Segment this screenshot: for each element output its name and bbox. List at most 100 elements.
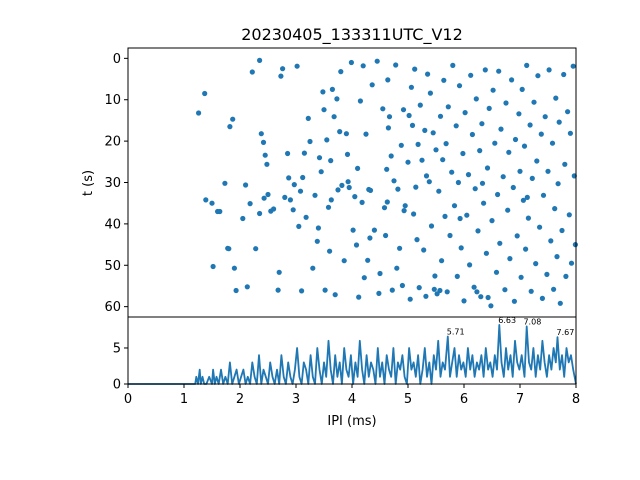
scatter-point [488,303,494,309]
scatter-point [290,207,296,213]
scatter-point [450,62,456,68]
scatter-point [371,227,377,233]
scatter-point [503,100,509,106]
scatter-point [568,260,575,266]
scatter-point [202,90,208,97]
scatter-point [388,153,394,159]
scatter-point [383,232,389,239]
scatter-point [415,141,421,147]
scatter-point [562,161,568,167]
scatter-point [257,57,263,64]
scatter-point [203,197,209,203]
scatter-point [570,63,576,69]
scatter-point [453,123,459,129]
scatter-point [244,284,250,290]
scatter-point [500,174,506,180]
scatter-point [312,192,318,198]
scatter-point [441,77,447,83]
scatter-point [397,245,403,251]
scatter-point [539,295,546,301]
scatter-point [458,245,464,251]
scatter-point [310,265,316,271]
scatter-point [518,274,524,280]
scatter-point [553,95,559,101]
scatter-point [335,187,341,193]
scatter-point [314,238,320,244]
scatter-y-tick-label: 60 [104,300,121,315]
scatter-point [566,212,572,218]
scatter-point [384,199,390,205]
scatter-point [320,89,326,95]
scatter-point [533,261,539,267]
scatter-point [389,287,395,293]
scatter-point [328,197,334,203]
histogram-x-tick-label: 4 [348,392,356,407]
scatter-point [316,155,323,161]
scatter-point [509,77,515,83]
scatter-point [542,114,548,120]
scatter-point [227,124,233,130]
scatter-point [327,248,333,254]
scatter-point [341,258,347,264]
scatter-point [467,262,473,268]
scatter-point [454,273,460,279]
scatter-point [471,284,477,290]
scatter-point [525,215,532,221]
scatter-point [551,286,557,292]
scatter-y-label: t (s) [81,170,96,196]
peak-label: 6.63 [498,316,516,325]
scatter-panel: 0 10 20 30 40 50 60 t (s) [81,47,579,318]
scatter-point [353,242,360,248]
histogram-y-ticks: 05 [113,341,128,393]
scatter-point [381,205,388,211]
scatter-point [493,269,500,275]
scatter-point [407,296,413,302]
scatter-point [367,187,374,193]
scatter-point [374,58,380,64]
scatter-point [359,199,365,205]
scatter-point [455,179,461,186]
scatter-point [412,66,418,72]
scatter-point [416,285,422,291]
scatter-point [282,194,288,200]
scatter-point [287,197,293,203]
scatter-point [417,102,423,108]
scatter-point [300,174,306,181]
scatter-point [363,131,369,137]
scatter-point [430,130,436,136]
scatter-point [559,227,565,234]
scatter-y-tick-label: 10 [104,93,121,108]
scatter-point [567,130,574,136]
scatter-point [258,131,264,137]
scatter-point [468,72,474,78]
scatter-point [411,211,417,217]
scatter-point [565,109,571,115]
scatter-point [307,138,313,145]
scatter-point [545,168,551,174]
peak-label: 7.67 [557,328,575,337]
scatter-y-tick-label: 0 [113,52,121,67]
scatter-point [456,83,463,89]
scatter-point [544,271,550,277]
scatter-point [531,99,537,105]
scatter-point [506,149,512,155]
scatter-point [231,265,237,271]
scatter-point [431,286,437,292]
scatter-point [516,111,522,117]
scatter-y-tick-label: 40 [104,217,121,232]
scatter-point [540,192,547,198]
scatter-point [391,178,397,184]
scatter-point [276,269,282,275]
histogram-x-tick-label: 0 [124,392,132,407]
scatter-point [344,151,351,157]
scatter-point [222,180,228,186]
scatter-point [469,131,475,138]
scatter-point [271,206,277,212]
scatter-point [243,182,249,188]
scatter-point [519,86,525,92]
scatter-point [423,173,430,179]
scatter-point [482,67,488,73]
scatter-point [385,77,391,83]
scatter-point [495,191,501,198]
scatter-point [384,166,390,172]
